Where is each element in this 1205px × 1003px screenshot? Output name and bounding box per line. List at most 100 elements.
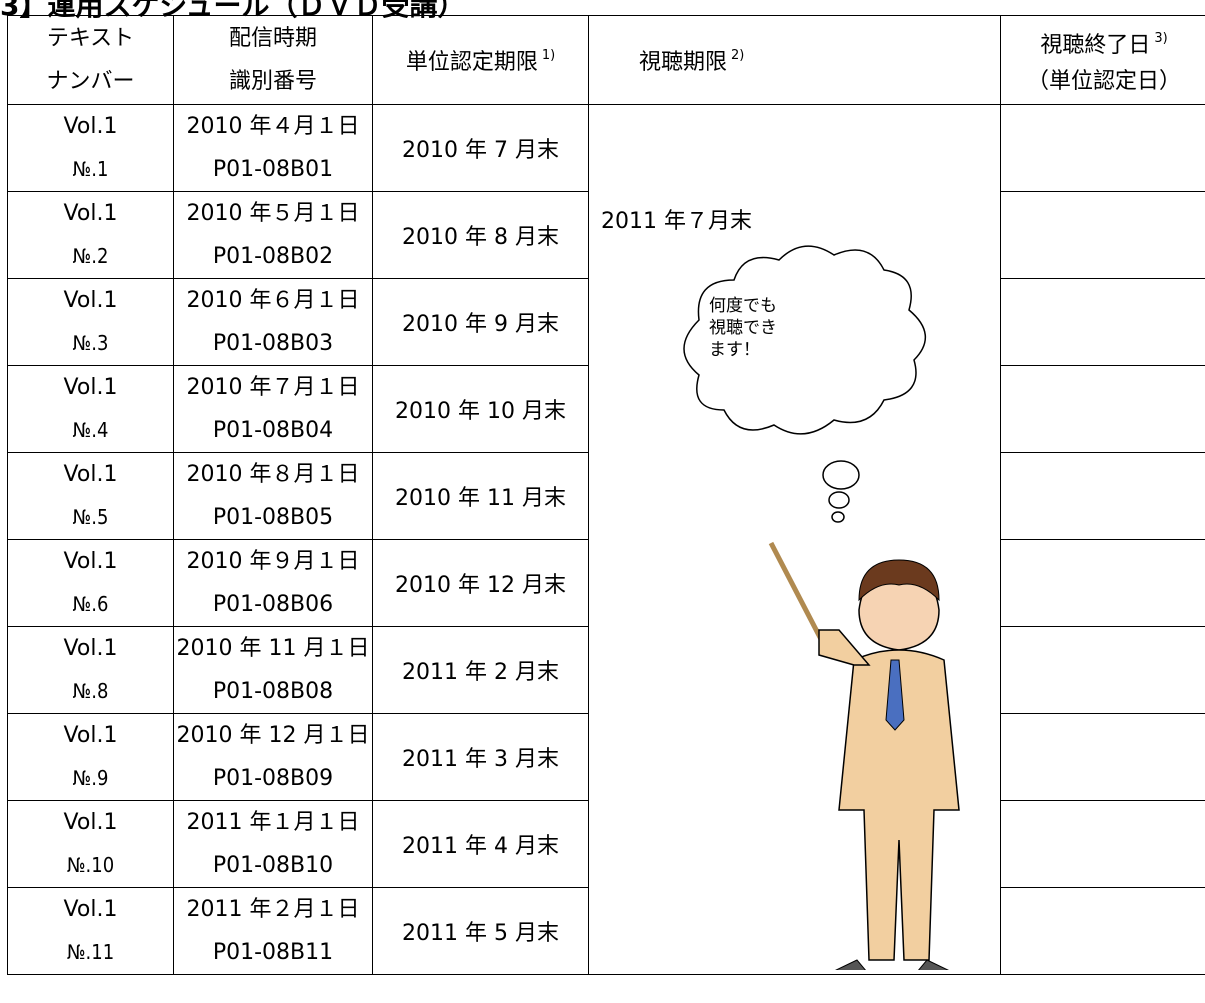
header-line: ナンバー: [46, 69, 135, 94]
cell: 2010 年 12 月１日 P01-08B09: [173, 713, 373, 801]
thought-dot: [831, 511, 845, 523]
header-text: 視聴終了日: [1040, 33, 1151, 58]
volume: Vol.1: [63, 810, 118, 835]
cell: Vol.1 №.2: [7, 191, 174, 279]
data-row: Vol.1 №.9 2010 年 12 月１日 P01-08B09 2011 年 3 月…: [7, 713, 1205, 801]
completion-cell: [1000, 539, 1205, 627]
number: №.4: [72, 418, 109, 442]
credit-deadline: 2011 年 5 月末: [372, 887, 589, 975]
delivery-date: 2010 年９月１日: [186, 549, 360, 574]
delivery-date: 2010 年８月１日: [186, 462, 360, 487]
id-code: P01-08B04: [212, 418, 334, 443]
id-code: P01-08B03: [212, 331, 334, 356]
id-code: P01-08B08: [212, 679, 334, 704]
footnote-mark: 2): [731, 48, 745, 63]
header-line: 配信時期: [228, 26, 317, 51]
cell: Vol.1 №.9: [7, 713, 174, 801]
completion-cell: [1000, 887, 1205, 975]
cell: Vol.1 №.10: [7, 800, 174, 888]
number: №.6: [72, 592, 109, 616]
tie: [885, 659, 905, 731]
completion-cell: [1000, 278, 1205, 366]
cell: 2010 年６月１日 P01-08B03: [173, 278, 373, 366]
cell: Vol.1 №.3: [7, 278, 174, 366]
data-row: Vol.1 №.10 2011 年１月１日 P01-08B10 2011 年 4 月末: [7, 800, 1205, 888]
data-row: Vol.1 №.3 2010 年６月１日 P01-08B03 2010 年 9 月末: [7, 278, 1205, 366]
cell: Vol.1 №.6: [7, 539, 174, 627]
volume: Vol.1: [63, 462, 118, 487]
data-row: Vol.1 №.4 2010 年７月１日 P01-08B04 2010 年 10 月末: [7, 365, 1205, 453]
volume: Vol.1: [63, 636, 118, 661]
cell: 2010 年４月１日 P01-08B01: [173, 104, 373, 192]
header-line: テキスト: [46, 26, 135, 51]
hair: [858, 559, 940, 602]
bubble-line: 視聴でき: [709, 318, 777, 338]
bubble-line: ます！: [709, 340, 760, 360]
header-text: 単位認定期限: [405, 50, 538, 75]
thought-dot: [828, 491, 850, 509]
schedule-table: テキストナンバー 配信時期識別番号 単位認定期限 1) 視聴期限 2) 視聴終了日 3…: [7, 15, 1205, 975]
cell: Vol.1 №.8: [7, 626, 174, 714]
credit-deadline: 2011 年 2 月末: [372, 626, 589, 714]
suit: [838, 649, 960, 961]
cell: Vol.1 №.4: [7, 365, 174, 453]
delivery-date: 2010 年４月１日: [186, 114, 360, 139]
completion-cell: [1000, 800, 1205, 888]
id-code: P01-08B02: [212, 244, 334, 269]
delivery-date: 2011 年１月１日: [186, 810, 360, 835]
viewing-cell: 2011 年７月末 何度でも 視聴でき ます！: [588, 104, 1001, 975]
volume: Vol.1: [63, 201, 118, 226]
header-row: テキストナンバー 配信時期識別番号 単位認定期限 1) 視聴期限 2) 視聴終了日 3…: [7, 15, 1205, 105]
header-cell: テキスト ナンバー: [7, 15, 174, 105]
cell: Vol.1 №.11: [7, 887, 174, 975]
header-cell: 配信時期 識別番号: [173, 15, 373, 105]
table-body: Vol.1 №.1 2010 年４月１日 P01-08B01 2010 年 7 月末 2…: [7, 104, 1205, 975]
footnote-mark: 3): [1154, 31, 1168, 46]
credit-deadline: 2010 年 9 月末: [372, 278, 589, 366]
cell: 2011 年２月１日 P01-08B11: [173, 887, 373, 975]
thought-dot: [822, 460, 860, 490]
number: №.10: [66, 853, 115, 877]
delivery-date: 2010 年７月１日: [186, 375, 360, 400]
volume: Vol.1: [63, 375, 118, 400]
id-code: P01-08B06: [212, 592, 334, 617]
header-line: 視聴終了日 3): [1001, 17, 1205, 60]
cell: 2010 年７月１日 P01-08B04: [173, 365, 373, 453]
data-row: Vol.1 №.8 2010 年 11 月１日 P01-08B08 2011 年 2 月…: [7, 626, 1205, 714]
volume: Vol.1: [63, 549, 118, 574]
pointer: [768, 541, 827, 647]
number: №.11: [66, 940, 115, 964]
volume: Vol.1: [63, 114, 118, 139]
header-cell: 視聴期限 2): [588, 15, 1001, 105]
id-code: P01-08B09: [212, 766, 334, 791]
cell: 2010 年８月１日 P01-08B05: [173, 452, 373, 540]
arm: [818, 629, 871, 666]
volume: Vol.1: [63, 723, 118, 748]
data-row: Vol.1 №.5 2010 年８月１日 P01-08B05 2010 年 11 月末: [7, 452, 1205, 540]
number: №.8: [72, 679, 109, 703]
delivery-date: 2011 年２月１日: [186, 897, 360, 922]
cell: 2010 年５月１日 P01-08B02: [173, 191, 373, 279]
credit-deadline: 2010 年 12 月末: [372, 539, 589, 627]
data-row: Vol.1 №.11 2011 年２月１日 P01-08B11 2011 年 5 月末: [7, 887, 1205, 975]
header-text: 視聴期限: [639, 50, 728, 75]
header-cell: 単位認定期限 1): [372, 15, 589, 105]
delivery-date: 2010 年５月１日: [186, 201, 360, 226]
volume: Vol.1: [63, 288, 118, 313]
volume: Vol.1: [63, 897, 118, 922]
thought-cloud: [683, 245, 927, 435]
delivery-date: 2010 年 12 月１日: [176, 723, 370, 748]
bubble-line: 何度でも: [709, 296, 777, 316]
id-code: P01-08B11: [212, 940, 334, 965]
id-code: P01-08B10: [212, 853, 334, 878]
number: №.9: [72, 766, 109, 790]
cell: 2010 年 11 月１日 P01-08B08: [173, 626, 373, 714]
header-line: 識別番号: [228, 69, 317, 94]
number: №.3: [72, 331, 109, 355]
bubble-text: 何度でも 視聴でき ます！: [709, 295, 777, 361]
completion-cell: [1000, 191, 1205, 279]
credit-deadline: 2010 年 11 月末: [372, 452, 589, 540]
credit-deadline: 2011 年 4 月末: [372, 800, 589, 888]
delivery-date: 2010 年 11 月１日: [176, 636, 370, 661]
